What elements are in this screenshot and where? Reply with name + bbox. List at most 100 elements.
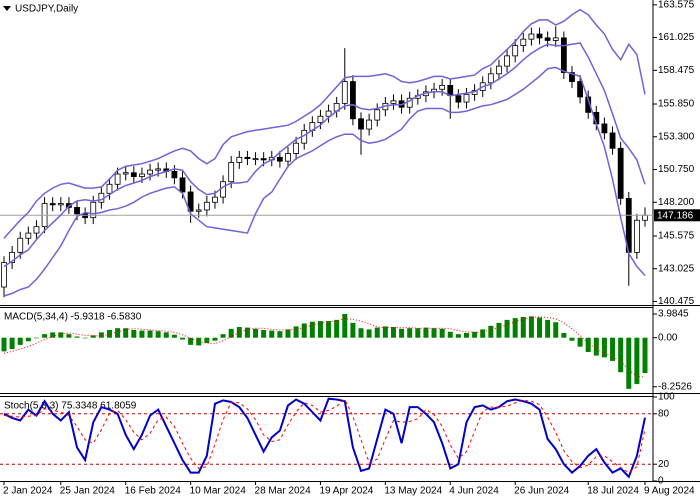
candle-body xyxy=(147,169,153,175)
menu-icon[interactable] xyxy=(3,6,11,11)
histogram-bar xyxy=(528,316,534,338)
histogram-bar xyxy=(293,326,299,338)
candle-body xyxy=(528,33,535,40)
histogram-bar xyxy=(374,327,380,338)
candle-body xyxy=(341,81,348,104)
histogram-bar xyxy=(244,327,250,338)
candle-body xyxy=(106,183,113,194)
histogram-bar xyxy=(180,337,186,340)
histogram-bar xyxy=(33,337,39,339)
series-line xyxy=(3,397,646,479)
histogram-bar xyxy=(537,317,543,338)
candle-body xyxy=(236,156,243,163)
histogram-bar xyxy=(642,337,648,373)
y-tick-label: 0.00 xyxy=(658,332,678,343)
histogram-bar xyxy=(626,337,632,389)
candle-body xyxy=(33,226,40,234)
histogram-bar xyxy=(204,337,210,344)
histogram-bar xyxy=(577,337,583,347)
y-tick-label: 0 xyxy=(658,476,664,487)
histogram-bar xyxy=(439,328,445,338)
candle-body xyxy=(155,168,162,171)
candle-body xyxy=(212,196,218,203)
y-tick-label: 150.750 xyxy=(658,164,695,175)
histogram-bar xyxy=(342,313,348,338)
candle-body xyxy=(74,206,80,215)
x-tick-label: 4 Jun 2024 xyxy=(449,486,499,497)
panel-title: USDJPY,Daily xyxy=(15,4,78,15)
candle-body xyxy=(390,100,397,104)
candle-body xyxy=(455,95,462,103)
candle-body xyxy=(276,156,283,162)
candle-body xyxy=(114,173,121,185)
y-tick-label: 3.9845 xyxy=(658,309,689,320)
histogram-bar xyxy=(188,337,194,345)
candle-body xyxy=(130,172,137,177)
x-tick-label: 13 May 2024 xyxy=(384,486,442,497)
histogram-bar xyxy=(25,337,31,342)
candle-body xyxy=(317,115,324,124)
histogram-bar xyxy=(139,330,145,338)
histogram-bar xyxy=(431,328,437,338)
histogram-bar xyxy=(504,319,510,338)
histogram-bar xyxy=(472,331,478,338)
histogram-bar xyxy=(366,329,372,338)
histogram-bar xyxy=(277,331,283,338)
candle-body xyxy=(260,158,267,161)
histogram-bar xyxy=(634,337,640,385)
last-price-label: 147.186 xyxy=(657,210,694,221)
y-tick-label: 163.575 xyxy=(658,0,695,10)
candle-body xyxy=(463,93,470,103)
candle-body xyxy=(1,262,7,288)
y-tick-label: 161.025 xyxy=(658,32,695,43)
candle-body xyxy=(374,109,381,121)
histogram-bar xyxy=(569,337,575,341)
histogram-bar xyxy=(463,332,469,338)
y-tick-label: 140.475 xyxy=(658,296,695,307)
histogram-bar xyxy=(261,329,267,338)
candle-body xyxy=(512,45,519,57)
histogram-bar xyxy=(58,332,64,338)
histogram-bar xyxy=(123,328,129,338)
histogram-bar xyxy=(50,332,56,338)
candle-body xyxy=(139,173,145,177)
histogram-bar xyxy=(553,322,559,338)
histogram-bar xyxy=(285,329,291,338)
y-tick-label: 145.575 xyxy=(658,231,695,242)
y-tick-label: 148.200 xyxy=(658,197,695,208)
y-tick-label: 158.475 xyxy=(658,65,695,76)
histogram-bar xyxy=(42,334,48,338)
candle-body xyxy=(617,147,624,199)
histogram-bar xyxy=(317,321,323,338)
histogram-bar xyxy=(447,331,453,338)
candle-body xyxy=(633,219,640,253)
histogram-bar xyxy=(212,337,218,341)
histogram-bar xyxy=(593,337,599,356)
histogram-bar xyxy=(220,334,226,338)
x-tick-label: 19 Apr 2024 xyxy=(319,486,373,497)
candle-body xyxy=(228,162,235,183)
histogram-bar xyxy=(585,337,591,352)
series-line xyxy=(3,42,646,268)
histogram-bar xyxy=(382,326,388,338)
histogram-bar xyxy=(17,337,23,345)
histogram-bar xyxy=(390,327,396,338)
panel-title: MACD(5,34,4) -5.9318 -6.5830 xyxy=(4,312,142,323)
y-tick-label: -8.2526 xyxy=(658,381,692,392)
x-tick-label: 26 Jun 2024 xyxy=(514,486,569,497)
histogram-bar xyxy=(163,332,169,338)
candle-body xyxy=(17,237,24,253)
candle-body xyxy=(325,110,332,117)
y-tick-label: 80 xyxy=(658,408,670,419)
candle-body xyxy=(49,203,56,206)
histogram-bar xyxy=(399,328,405,338)
histogram-bar xyxy=(90,335,96,338)
histogram-bar xyxy=(480,329,486,338)
histogram-bar xyxy=(545,319,551,338)
x-tick-label: 25 Jan 2024 xyxy=(60,486,115,497)
candle-body xyxy=(601,123,608,134)
series-line xyxy=(3,66,646,297)
candle-body xyxy=(569,72,575,82)
